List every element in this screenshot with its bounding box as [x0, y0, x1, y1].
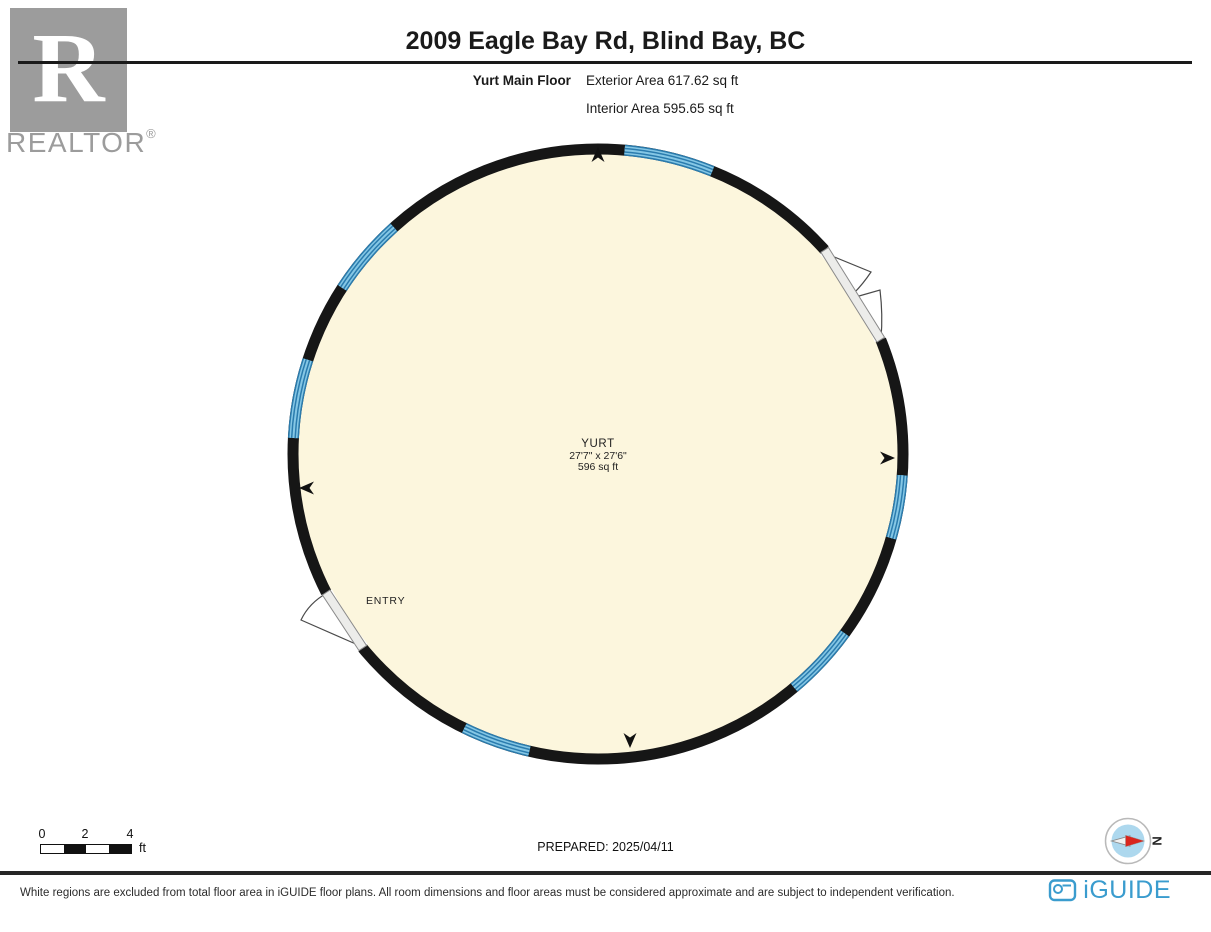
window-top	[624, 144, 715, 177]
window-left	[287, 358, 314, 439]
room-area-label: 596 sq ft	[578, 461, 618, 473]
footer: White regions are excluded from total fl…	[0, 871, 1211, 901]
scale-segment	[108, 845, 131, 853]
door-panel	[820, 246, 886, 343]
footer-disclaimer: White regions are excluded from total fl…	[20, 887, 955, 899]
iguide-camera-icon	[1049, 879, 1077, 902]
window-bottom	[461, 723, 531, 757]
scale-segment	[63, 845, 86, 853]
floor-summary: Yurt Main Floor Exterior Area 617.62 sq …	[0, 71, 1211, 127]
window-upper-left	[337, 223, 398, 291]
iguide-wordmark: iGUIDE	[1083, 875, 1171, 904]
scale-bar: 0 2 4 ft	[38, 827, 200, 857]
floor-label: Yurt Main Floor	[472, 73, 571, 88]
entry-door	[300, 589, 368, 653]
room-name-label: YURT	[581, 438, 615, 450]
scale-tick-0: 0	[38, 827, 46, 841]
scale-segment	[41, 845, 64, 853]
realtor-wordmark-text: REALTOR	[6, 127, 147, 158]
scale-tick-2: 2	[81, 827, 89, 841]
north-label: N	[1150, 836, 1165, 845]
dimension-arrow-right	[880, 451, 895, 465]
exterior-area: Exterior Area 617.62 sq ft	[585, 73, 739, 88]
dimension-arrow-top	[591, 147, 605, 162]
scale-tick-labels: 0 2 4	[38, 827, 200, 842]
realtor-logo: R	[10, 8, 127, 132]
realtor-logo-letter: R	[32, 12, 105, 123]
realtor-wordmark: REALTOR®	[6, 126, 156, 159]
scale-unit: ft	[139, 841, 146, 855]
registered-trademark: ®	[146, 126, 156, 141]
scale-tick-4: 4	[126, 827, 134, 841]
title-divider	[18, 61, 1192, 64]
page-title: 2009 Eagle Bay Rd, Blind Bay, BC	[405, 27, 806, 55]
dimension-arrow-left	[299, 481, 314, 495]
door-upper-right	[819, 245, 887, 343]
prepared-date: PREPARED: 2025/04/11	[537, 840, 674, 854]
compass: N	[1102, 815, 1172, 869]
floor-areas: Exterior Area 617.62 sq ft Interior Area…	[586, 71, 738, 127]
interior-area: Interior Area 595.65 sq ft	[585, 100, 734, 116]
iguide-logo: iGUIDE	[1048, 876, 1171, 904]
window-lower-right	[790, 630, 850, 692]
entry-label: ENTRY	[366, 595, 405, 607]
compass-needle-north	[1125, 834, 1146, 848]
scale-segment	[86, 845, 109, 853]
window-right	[885, 474, 908, 540]
entry-door-panel	[321, 589, 368, 652]
dimension-arrow-bottom	[623, 733, 637, 748]
room-dimensions-label: 27'7" x 27'6"	[569, 450, 627, 462]
scale-strip	[40, 844, 132, 854]
